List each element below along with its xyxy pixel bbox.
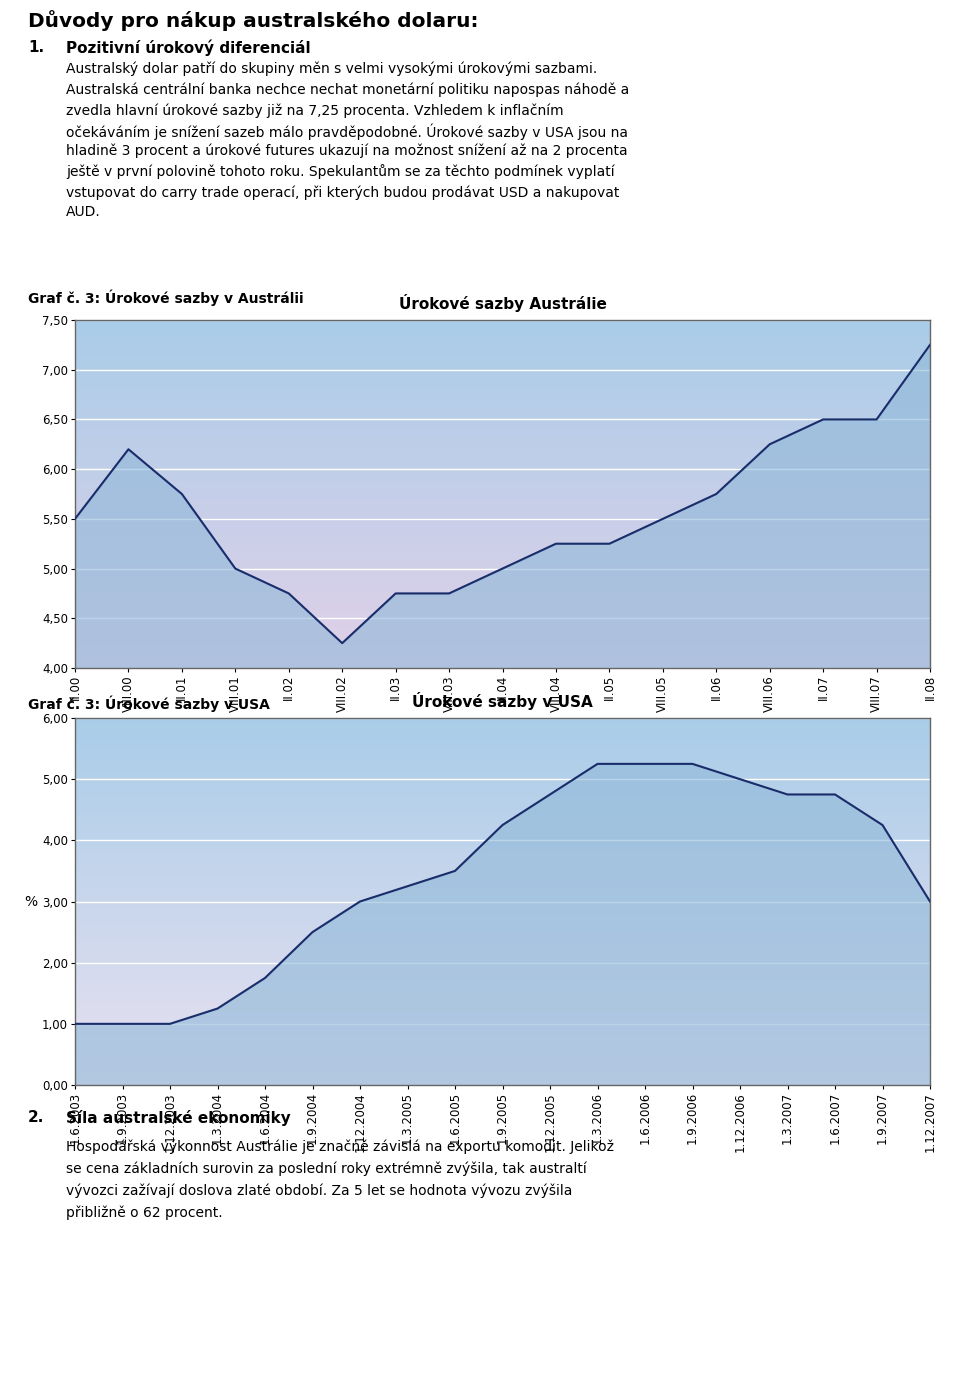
Title: Úrokové sazby Austrálie: Úrokové sazby Austrálie — [398, 294, 607, 312]
Text: se cena základních surovin za poslední roky extrémně zvýšila, tak australtí: se cena základních surovin za poslední r… — [66, 1162, 587, 1177]
Title: Úrokové sazby v USA: Úrokové sazby v USA — [412, 692, 593, 710]
Text: 2.: 2. — [28, 1110, 44, 1126]
Text: Graf č. 3: Úrokové sazby v USA: Graf č. 3: Úrokové sazby v USA — [28, 695, 270, 712]
Text: Australský dolar patří do skupiny měn s velmi vysokými úrokovými sazbami.: Australský dolar patří do skupiny měn s … — [66, 63, 597, 77]
Text: vstupovat do carry trade operací, při kterých budou prodávat USD a nakupovat: vstupovat do carry trade operací, při kt… — [66, 185, 619, 199]
Text: vývozci zažívají doslova zlaté období. Za 5 let se hodnota vývozu zvýšila: vývozci zažívají doslova zlaté období. Z… — [66, 1184, 572, 1198]
Text: ještě v první polovině tohoto roku. Spekulantům se za těchto podmínek vyplatí: ještě v první polovině tohoto roku. Spek… — [66, 164, 614, 180]
Text: očekáváním je snížení sazeb málo pravděpodobné. Úrokové sazby v USA jsou na: očekáváním je snížení sazeb málo pravděp… — [66, 124, 628, 141]
Text: přibližně o 62 procent.: přibližně o 62 procent. — [66, 1206, 223, 1220]
Text: Australská centrální banka nechce nechat monetární politiku napospas náhodě a: Australská centrální banka nechce nechat… — [66, 82, 629, 98]
Text: Síla australské ekonomiky: Síla australské ekonomiky — [66, 1110, 291, 1126]
Text: 1.: 1. — [28, 40, 44, 54]
Y-axis label: %: % — [24, 894, 37, 908]
Text: Graf č. 3: Úrokové sazby v Austrálii: Graf č. 3: Úrokové sazby v Austrálii — [28, 290, 303, 306]
Text: Pozitivní úrokový diferenciál: Pozitivní úrokový diferenciál — [66, 40, 311, 57]
Text: zvedla hlavní úrokové sazby již na 7,25 procenta. Vzhledem k inflačním: zvedla hlavní úrokové sazby již na 7,25 … — [66, 103, 564, 117]
Text: Hospodářská výkonnost Austrálie je značně závislá na exportu komodit. Jelikož: Hospodářská výkonnost Austrálie je značn… — [66, 1139, 614, 1155]
Text: hladině 3 procent a úrokové futures ukazují na možnost snížení až na 2 procenta: hladině 3 procent a úrokové futures ukaz… — [66, 143, 628, 159]
Text: Důvody pro nákup australského dolaru:: Důvody pro nákup australského dolaru: — [28, 10, 478, 31]
Text: AUD.: AUD. — [66, 206, 101, 220]
